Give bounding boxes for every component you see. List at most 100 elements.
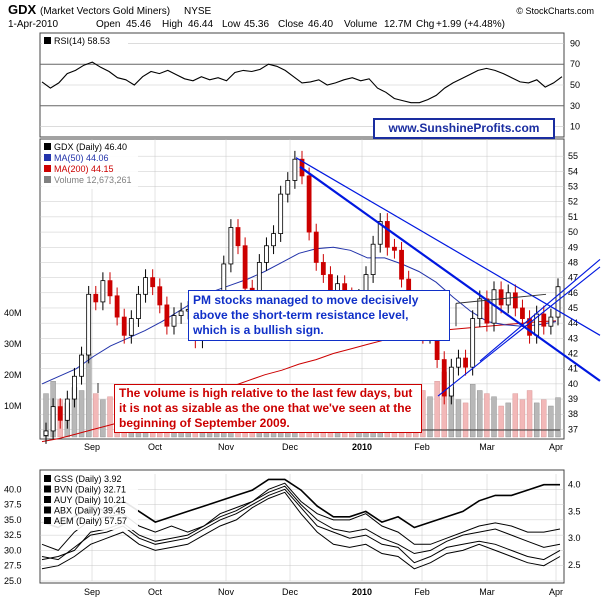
price-tick-label: 42 <box>568 349 578 359</box>
copyright-label: © StockCharts.com <box>516 6 594 16</box>
trendline-main <box>299 165 601 382</box>
candle-body <box>278 193 284 234</box>
rsi-legend-label: RSI(14) 58.53 <box>54 36 110 46</box>
rsi-line <box>41 61 563 104</box>
resistance-line <box>455 293 547 304</box>
cmp-legend-label: BVN (Daily) 32.71 <box>54 485 126 495</box>
cmp-right-tick: 2.5 <box>568 560 581 570</box>
candle-body <box>292 158 298 181</box>
candle-body <box>392 246 397 251</box>
price-x-label: Dec <box>282 442 299 452</box>
cmp-legend-label: AUY (Daily) 10.21 <box>54 495 126 505</box>
volume-bar <box>427 396 433 438</box>
price-x-label: Feb <box>414 442 430 452</box>
low-label: Low <box>222 19 241 30</box>
volume-bar <box>498 405 504 438</box>
rsi-legend-swatch <box>44 37 51 44</box>
price-x-label: Sep <box>84 442 100 452</box>
volume-bar <box>100 399 106 438</box>
rsi-tick-label: 30 <box>570 101 580 111</box>
open-value: 45.46 <box>126 19 151 30</box>
ticker-symbol: GDX <box>8 2 37 17</box>
price-tick-label: 51 <box>568 212 578 222</box>
rsi-tick-label: 50 <box>570 80 580 90</box>
trendline-support-a <box>437 266 601 397</box>
price-tick-label: 46 <box>568 288 578 298</box>
volume-tick-label: 10M <box>4 401 22 411</box>
volume-tick-label: 20M <box>4 370 22 380</box>
candle-body <box>100 280 106 303</box>
candle-body <box>477 298 483 320</box>
open-label: Open <box>96 19 120 30</box>
low-value: 45.36 <box>244 19 269 30</box>
candle-body <box>79 354 84 377</box>
candle-body <box>256 262 262 292</box>
volume-bar <box>548 405 554 438</box>
candle-body <box>384 221 390 248</box>
candle-body <box>57 406 63 421</box>
candle-body <box>399 249 404 280</box>
volume-label: Volume <box>344 19 378 30</box>
candle-body <box>505 292 511 306</box>
price-legend-bg <box>42 141 138 189</box>
cmp-x-label: 2010 <box>352 587 372 597</box>
candle-body <box>171 315 177 327</box>
volume-bar <box>484 393 490 438</box>
close-value: 46.40 <box>308 19 333 30</box>
candle-body <box>50 406 56 432</box>
candle-body <box>271 233 276 247</box>
price-tick-label: 38 <box>568 409 578 419</box>
price-tick-label: 55 <box>568 151 578 161</box>
candle-body <box>520 307 525 320</box>
price-legend-label: Volume 12,673,261 <box>54 175 132 185</box>
cmp-left-tick: 40.0 <box>4 484 22 494</box>
candle-body <box>470 318 476 368</box>
candle-body <box>107 280 113 297</box>
candle-body <box>377 221 383 245</box>
candle-body <box>64 398 70 421</box>
price-legend-label: GDX (Daily) 46.40 <box>54 142 127 152</box>
cmp-right-tick: 3.0 <box>568 533 581 543</box>
ma50-line <box>41 246 557 385</box>
annotation-resistance: PM stocks managed to move decisively abo… <box>188 290 450 341</box>
price-tick-label: 53 <box>568 182 578 192</box>
cmp-legend-swatch <box>44 506 51 514</box>
change-label: Chg <box>416 19 434 30</box>
cmp-legend-bg <box>42 472 138 530</box>
cmp-left-tick: 25.0 <box>4 576 22 586</box>
cmp-left-tick: 35.0 <box>4 515 22 525</box>
cmp-legend-swatch <box>44 475 51 482</box>
candle-body <box>136 293 141 320</box>
cmp-x-label: Feb <box>414 587 430 597</box>
cmp-series-line <box>41 488 561 564</box>
trendline-support-b <box>479 258 601 362</box>
candle-body <box>93 293 99 303</box>
cmp-x-label: Sep <box>84 587 100 597</box>
price-tick-label: 49 <box>568 242 578 252</box>
candle-body <box>178 310 184 316</box>
volume-bar <box>469 384 476 438</box>
cmp-legend-swatch <box>44 517 51 524</box>
price-tick-label: 41 <box>568 364 578 374</box>
volume-bar <box>434 381 440 438</box>
price-x-label: Oct <box>148 442 163 452</box>
cmp-series-line <box>41 491 561 570</box>
chart-header: GDX (Market Vectors Gold Miners) NYSE © … <box>8 2 594 30</box>
candle-body <box>498 289 504 306</box>
candle-body <box>441 359 447 397</box>
rsi-plot: 10 30 50 70 90 RSI(14) 58.53 <box>40 35 580 132</box>
cmp-left-tick: 37.5 <box>4 500 22 510</box>
candle-body <box>128 318 134 336</box>
candle-body <box>86 293 92 356</box>
high-value: 46.44 <box>188 19 213 30</box>
cmp-x-label: Dec <box>282 587 299 597</box>
price-legend-label: MA(50) 44.06 <box>54 153 109 163</box>
candle-body <box>548 316 554 327</box>
close-label: Close <box>278 19 304 30</box>
volume-bar <box>526 390 533 438</box>
candle-body <box>448 366 454 397</box>
volume-bar <box>107 396 113 438</box>
price-tick-label: 50 <box>568 227 578 237</box>
candle-body <box>541 313 547 327</box>
candle-body <box>264 245 269 263</box>
